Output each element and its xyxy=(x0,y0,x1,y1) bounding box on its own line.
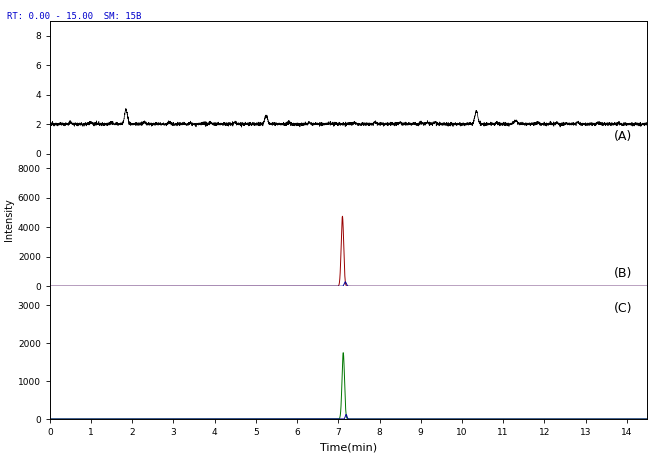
Text: RT: 0.00 - 15.00  SM: 15B: RT: 0.00 - 15.00 SM: 15B xyxy=(7,12,141,20)
X-axis label: Time(min): Time(min) xyxy=(320,443,377,453)
Y-axis label: Intensity: Intensity xyxy=(3,199,13,241)
Text: (C): (C) xyxy=(614,302,632,315)
Text: (A): (A) xyxy=(614,130,632,143)
Text: (B): (B) xyxy=(614,267,632,280)
